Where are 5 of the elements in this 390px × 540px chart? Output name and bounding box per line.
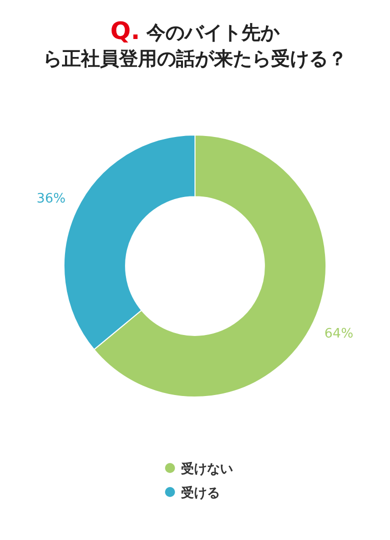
legend-label: 受ける	[180, 485, 220, 501]
data-label: 64%	[324, 326, 354, 342]
data-label: 36%	[36, 191, 66, 206]
chart-title: Q. 今のバイト先から正社員登用の話が来たら受ける？	[42, 17, 348, 72]
legend-label: 受けない	[180, 461, 233, 477]
